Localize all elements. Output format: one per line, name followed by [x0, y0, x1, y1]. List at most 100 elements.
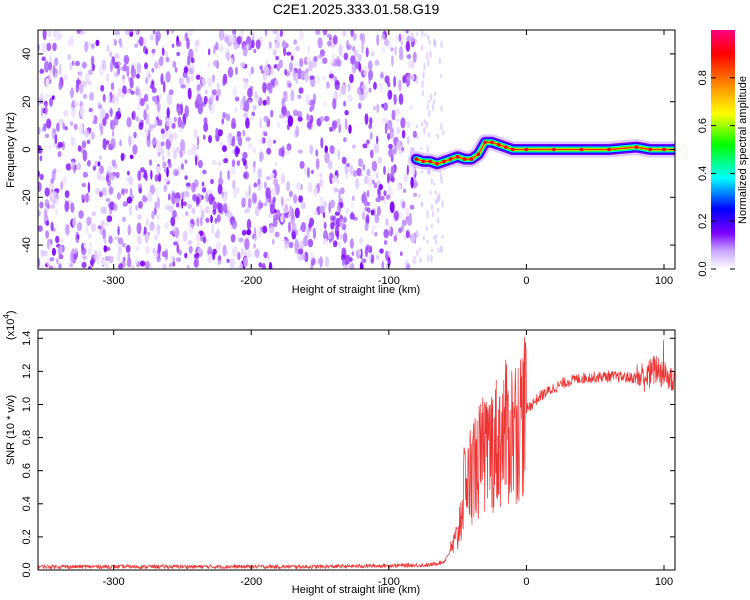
snr-series-line: [38, 336, 675, 570]
heatmap-noise-cell: [381, 260, 385, 269]
heatmap-noise-cell: [358, 158, 363, 168]
heatmap-noise-cell: [81, 194, 85, 200]
heatmap-noise-cell: [147, 191, 153, 203]
heatmap-noise-cell: [361, 84, 367, 90]
heatmap-noise-cell: [82, 171, 89, 178]
heatmap-noise-cell: [69, 35, 75, 47]
heatmap-noise-cell: [394, 232, 399, 237]
heatmap-noise-cell: [171, 43, 175, 48]
heatmap-noise-cell: [204, 206, 210, 214]
heatmap-noise-cell: [149, 221, 155, 232]
heatmap-noise-cell: [160, 73, 164, 85]
heatmap-noise-cell: [98, 155, 103, 161]
heatmap-noise-cell: [348, 124, 352, 134]
heatmap-noise-cell: [281, 105, 287, 117]
heatmap-noise-cell: [384, 75, 390, 84]
snr-scale-prefix: (x10: [5, 319, 17, 340]
heatmap-noise-cell: [177, 116, 182, 128]
heatmap-noise-cell: [78, 68, 83, 81]
heatmap-noise-cell: [383, 102, 388, 111]
heatmap-noise-cell: [319, 205, 325, 214]
heatmap-noise-cell: [330, 215, 335, 222]
heatmap-noise-cell: [75, 82, 79, 93]
heatmap-noise-cell: [400, 117, 406, 129]
heatmap-noise-cell: [154, 174, 159, 182]
heatmap-noise-cell: [343, 137, 347, 143]
heatmap-noise-cell: [425, 225, 429, 232]
heatmap-noise-cell: [401, 129, 406, 139]
heatmap-noise-cell: [116, 192, 122, 200]
heatmap-noise-cell: [309, 217, 314, 227]
heatmap-noise-cell: [106, 140, 110, 145]
heatmap-signal-peak: [497, 142, 501, 147]
heatmap-noise-cell: [390, 47, 394, 52]
snr-y-tick-label: 0.0: [21, 562, 33, 577]
heatmap-noise-cell: [59, 238, 64, 244]
heatmap-noise-cell: [363, 65, 368, 78]
heatmap-noise-cell: [426, 34, 430, 41]
heatmap-noise-cell: [276, 63, 281, 72]
heatmap-noise-cell: [383, 240, 388, 245]
heatmap-noise-cell: [281, 145, 285, 158]
heatmap-noise-cell: [297, 116, 303, 122]
heatmap-noise-cell: [311, 169, 314, 174]
heatmap-noise-cell: [103, 245, 108, 253]
heatmap-noise-cell: [405, 40, 411, 52]
heatmap-noise-cell: [322, 30, 328, 36]
colorbar-tick-label: 0.2: [697, 214, 709, 229]
heatmap-noise-cell: [187, 30, 194, 36]
heatmap-noise-cell: [172, 261, 176, 267]
heatmap-noise-cell: [56, 257, 59, 265]
heatmap-noise-cell: [97, 249, 102, 260]
heatmap-noise-cell: [273, 177, 279, 187]
heatmap-noise-cell: [346, 163, 350, 167]
heatmap-noise-cell: [410, 164, 416, 177]
heatmap-noise-cell: [81, 61, 87, 69]
heatmap-noise-cell: [373, 106, 376, 111]
spectrogram-y-tick-label: -20: [21, 189, 33, 205]
heatmap-noise-cell: [433, 38, 436, 47]
heatmap-noise-cell: [216, 89, 222, 97]
heatmap-noise-cell: [245, 43, 250, 50]
heatmap-noise-cell: [120, 152, 125, 162]
heatmap-noise-cell: [45, 220, 50, 226]
heatmap-noise-cell: [296, 110, 303, 118]
heatmap-noise-cell: [421, 89, 425, 97]
heatmap-noise-cell: [211, 89, 217, 96]
heatmap-noise-cell: [134, 257, 138, 266]
heatmap-noise-cell: [162, 161, 167, 169]
heatmap-noise-cell: [131, 111, 134, 120]
heatmap-noise-cell: [109, 171, 115, 181]
heatmap-noise-cell: [185, 190, 188, 195]
heatmap-noise-cell: [242, 151, 248, 159]
heatmap-noise-cell: [203, 122, 209, 132]
heatmap-noise-cell: [345, 254, 351, 265]
heatmap-noise-cell: [309, 75, 315, 80]
heatmap-noise-cell: [105, 173, 110, 183]
heatmap-noise-cell: [130, 264, 135, 269]
snr-y-tick-label: 1.4: [21, 331, 33, 346]
heatmap-noise-cell: [336, 204, 341, 213]
heatmap-noise-cell: [58, 33, 63, 40]
heatmap-noise-cell: [81, 261, 87, 268]
heatmap-noise-cell: [410, 176, 414, 189]
snr-y-tick-label: 0.6: [21, 463, 33, 478]
heatmap-noise-cell: [403, 173, 408, 183]
heatmap-noise-cell: [102, 94, 106, 102]
heatmap-noise-cell: [305, 57, 311, 63]
heatmap-noise-cell: [323, 101, 327, 108]
heatmap-noise-cell: [173, 151, 177, 160]
heatmap-noise-cell: [390, 176, 395, 183]
heatmap-noise-cell: [173, 168, 179, 177]
heatmap-noise-cell: [379, 82, 384, 93]
heatmap-noise-cell: [144, 231, 149, 244]
spectrogram-x-axis: -300 -200 -100 0 100: [103, 30, 673, 287]
heatmap-noise-cell: [50, 221, 54, 232]
heatmap-noise-cell: [441, 235, 444, 239]
heatmap-noise-cell: [332, 120, 338, 129]
heatmap-noise-cell: [433, 91, 437, 96]
heatmap-noise-cell: [346, 44, 352, 51]
heatmap-noise-cell: [202, 236, 207, 244]
heatmap-noise-cell: [399, 251, 403, 256]
